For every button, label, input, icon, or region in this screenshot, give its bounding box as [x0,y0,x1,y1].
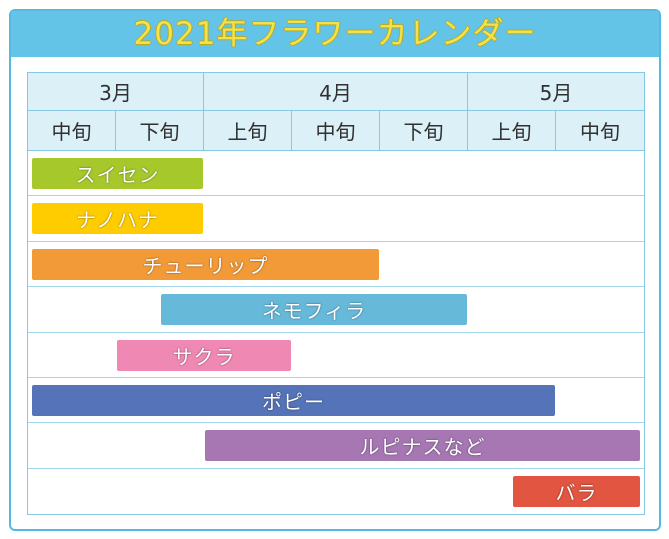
flower-bar-8: バラ [513,475,640,507]
flower-bar-label-7: ルピナスなど [359,435,486,460]
period-header-row: 中旬 下旬 上旬 中旬 下旬 上旬 中旬 [28,111,644,151]
flower-bar-2: ナノハナ [32,203,203,235]
flower-bar-3: チューリップ [32,248,379,280]
period-header-4-early: 上旬 [204,111,292,150]
flower-bar-label-4: ネモフィラ [261,299,367,324]
flower-row-5: サクラ [28,333,644,378]
period-header-3-late: 下旬 [116,111,204,150]
flower-bar-4: ネモフィラ [161,294,467,326]
flower-bar-5: サクラ [117,339,291,371]
period-header-3-mid: 中旬 [28,111,116,150]
flower-bar-label-6: ポピー [262,389,325,414]
flower-row-6: ポピー [28,378,644,424]
flower-bar-label-2: ナノハナ [76,208,159,233]
flower-bar-label-8: バラ [555,480,598,505]
flower-row-8: バラ [28,469,644,514]
flower-bar-label-3: チューリップ [142,253,269,278]
title-band: 2021年フラワーカレンダー [11,11,659,57]
flower-row-3: チューリップ [28,242,644,288]
flower-row-1: スイセン [28,151,644,197]
chart-title: 2021年フラワーカレンダー [133,15,537,52]
flower-bar-label-5: サクラ [172,344,236,369]
period-header-4-mid: 中旬 [292,111,380,150]
month-header-row: 3月 4月 5月 [28,73,644,111]
flower-row-2: ナノハナ [28,196,644,242]
month-header-3: 3月 [28,73,204,110]
flower-row-7: ルピナスなど [28,423,644,469]
month-header-5: 5月 [539,81,573,105]
flower-bar-1: スイセン [32,158,203,189]
month-header-4: 4月 [204,73,468,110]
period-header-5-mid: 中旬 [580,120,620,144]
flower-calendar-card: 2021年フラワーカレンダー 3月 4月 5月 中旬 下旬 上旬 中旬 下旬 上旬 中旬 スイセ… [9,9,661,531]
calendar-table: 3月 4月 5月 中旬 下旬 上旬 中旬 下旬 上旬 中旬 スイセン ナノハナ チューリップ ネモフィ… [27,72,645,515]
flower-bar-7: ルピナスなど [205,430,640,462]
flower-bar-label-1: スイセン [75,163,160,187]
flower-row-4: ネモフィラ [28,287,644,333]
period-header-5-early: 上旬 [468,111,556,150]
period-header-4-late: 下旬 [380,111,468,150]
flower-rows: スイセンナノハナチューリップネモフィラ サクラポピールピナスなどバラ [28,151,644,514]
flower-bar-6: ポピー [32,384,555,416]
